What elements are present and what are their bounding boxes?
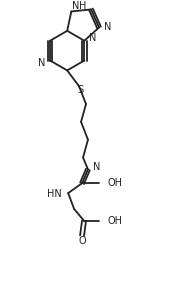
Text: N: N <box>93 162 100 172</box>
Text: HN: HN <box>46 189 61 199</box>
Text: N: N <box>72 1 80 10</box>
Text: N: N <box>38 58 45 68</box>
Text: H: H <box>79 1 87 10</box>
Text: OH: OH <box>108 216 123 226</box>
Text: OH: OH <box>108 178 123 188</box>
Text: N: N <box>104 22 111 32</box>
Text: O: O <box>78 236 86 246</box>
Text: S: S <box>77 85 83 95</box>
Text: N: N <box>89 33 97 43</box>
